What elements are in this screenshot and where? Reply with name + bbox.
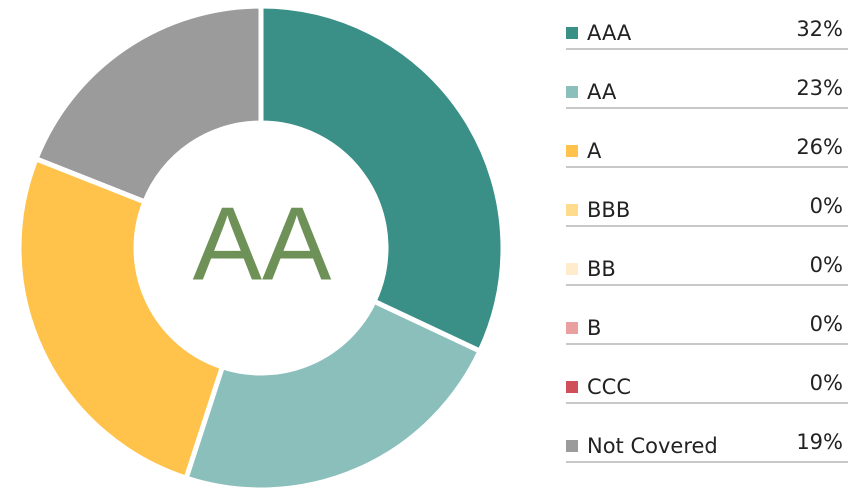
legend-swatch [566,322,578,334]
legend-swatch [566,145,578,157]
legend-label: CCC [587,375,631,399]
legend-label: AAA [587,21,632,45]
legend-swatch [566,86,578,98]
legend-label: BB [587,257,616,281]
wedge [16,155,226,482]
wedge [32,3,264,206]
legend-label: AA [587,80,617,104]
legend-label: BBB [587,198,630,222]
legend-label: Not Covered [587,434,718,458]
legend-swatch [566,381,578,393]
wedge [183,297,484,489]
value-label: 0% [810,371,843,395]
value-label: 0% [810,253,843,277]
legend-swatch [566,204,578,216]
legend-label: A [587,139,602,163]
value-label: 32% [796,17,843,41]
legend-swatch [566,440,578,452]
wedge [258,3,506,355]
legend-label: B [587,316,601,340]
value-label: 19% [796,430,843,454]
legend-swatch [566,27,578,39]
value-label: 26% [796,135,843,159]
center-label: AA [193,186,332,302]
value-label: 23% [796,76,843,100]
value-label: 0% [810,194,843,218]
value-label: 0% [810,312,843,336]
legend-swatch [566,263,578,275]
